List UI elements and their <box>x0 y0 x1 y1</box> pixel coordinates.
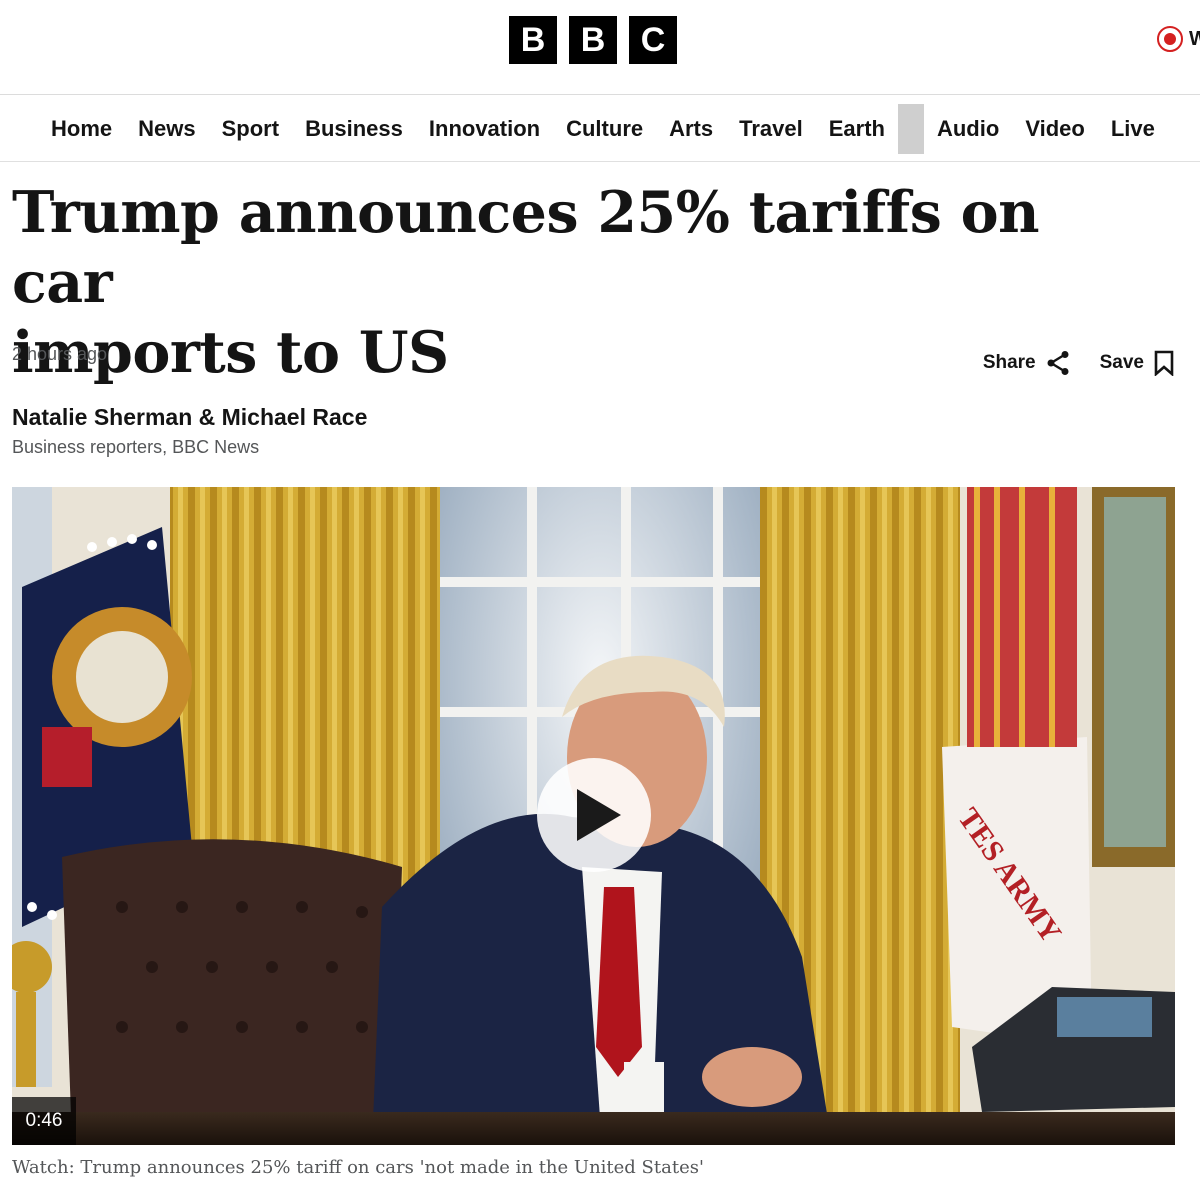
nav-item-culture[interactable]: Culture <box>566 116 644 141</box>
nav-item-news[interactable]: News <box>138 116 196 141</box>
nav-item-live[interactable]: Live <box>1110 116 1155 141</box>
live-dot-icon <box>1157 26 1183 52</box>
share-button[interactable]: Share <box>983 350 1070 376</box>
author-role: Business reporters, BBC News <box>12 437 260 457</box>
watch-live-button[interactable]: W <box>1157 26 1200 52</box>
headline-line-1: Trump announces 25% tariffs on car <box>12 179 1040 316</box>
nav-item-video[interactable]: Video <box>1025 116 1085 141</box>
nav-item-innovation[interactable]: Innovation <box>428 116 541 141</box>
headline-line-2: imports to US <box>12 319 449 386</box>
video-duration: 0:46 <box>12 1097 76 1145</box>
bookmark-icon <box>1154 350 1174 376</box>
video-player[interactable]: TES ARMY 0:46 <box>12 487 1175 1145</box>
nav-item-sport[interactable]: Sport <box>221 116 280 141</box>
article-actions: Share Save <box>983 350 1174 376</box>
watch-live-label: W <box>1189 27 1200 50</box>
nav-item-home[interactable]: Home <box>51 116 113 141</box>
logo-letter-b1: B <box>509 16 557 64</box>
author-name[interactable]: Natalie Sherman & Michael Race <box>12 404 368 430</box>
share-icon <box>1047 351 1069 375</box>
play-icon <box>577 789 621 841</box>
play-button[interactable] <box>537 758 651 872</box>
save-label: Save <box>1099 352 1144 373</box>
article-timestamp: 2 hours ago <box>12 344 108 364</box>
nav-item-arts[interactable]: Arts <box>669 116 714 141</box>
logo-letter-b2: B <box>569 16 617 64</box>
nav-item-audio[interactable]: Audio <box>936 116 1000 141</box>
nav-item-travel[interactable]: Travel <box>739 116 803 141</box>
article-headline: Trump announces 25% tariffs on car impor… <box>12 178 1112 388</box>
save-button[interactable]: Save <box>1100 350 1174 376</box>
nav-divider <box>897 104 924 154</box>
video-thumbnail: TES ARMY <box>12 487 1175 1145</box>
share-label: Share <box>982 352 1036 373</box>
bbc-logo[interactable]: B B C <box>509 16 677 64</box>
main-nav: Home News Sport Business Innovation Cult… <box>0 96 1200 162</box>
logo-letter-c: C <box>629 16 677 64</box>
nav-item-business[interactable]: Business <box>305 116 403 141</box>
video-caption: Watch: Trump announces 25% tariff on car… <box>12 1157 704 1178</box>
site-header: B B C W <box>0 0 1200 95</box>
nav-item-earth[interactable]: Earth <box>828 116 885 141</box>
